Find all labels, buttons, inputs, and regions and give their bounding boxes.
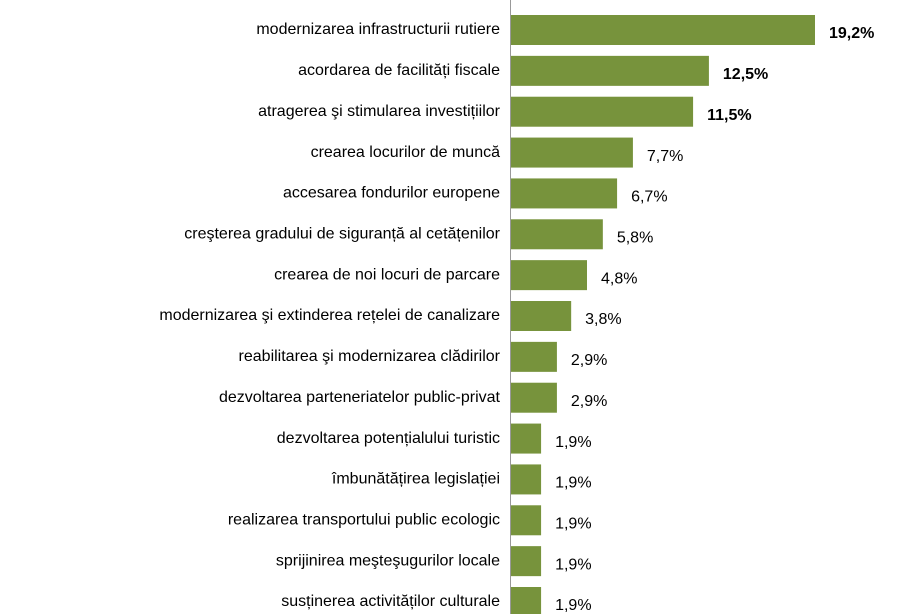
category-label: îmbunătățirea legislației <box>331 471 500 488</box>
bar <box>511 464 542 495</box>
bar <box>511 178 618 209</box>
bar <box>511 219 603 250</box>
category-label: modernizarea şi extinderea rețelei de ca… <box>159 307 500 324</box>
value-label: 2,9% <box>571 352 607 369</box>
category-label: crearea locurilor de muncă <box>311 144 501 161</box>
value-label: 1,9% <box>555 516 591 533</box>
bar <box>511 505 542 536</box>
category-label: accesarea fondurilor europene <box>283 185 500 202</box>
category-label: realizarea transportului public ecologic <box>228 512 500 529</box>
bar <box>511 301 572 331</box>
bar <box>511 341 557 372</box>
value-label: 1,9% <box>555 556 591 573</box>
bar <box>511 423 542 454</box>
bar <box>511 96 694 127</box>
value-label: 6,7% <box>631 189 667 206</box>
value-label: 2,9% <box>571 393 607 410</box>
bar <box>511 587 542 614</box>
value-label: 3,8% <box>585 311 621 328</box>
bar <box>511 260 587 291</box>
category-label: sprijinirea meşteşugurilor locale <box>276 552 500 569</box>
category-label: dezvoltarea parteneriatelor public-priva… <box>219 389 501 406</box>
category-label: atragerea şi stimularea investițiilor <box>258 103 501 120</box>
category-label: modernizarea infrastructurii rutiere <box>256 21 500 38</box>
value-label: 5,8% <box>617 230 653 247</box>
category-label: creşterea gradului de siguranță al cetăț… <box>184 226 500 243</box>
bar <box>511 15 815 45</box>
value-label: 1,9% <box>555 475 591 492</box>
value-label: 4,8% <box>601 270 637 287</box>
value-label: 19,2% <box>829 25 874 42</box>
value-label: 1,9% <box>555 597 591 614</box>
bar <box>511 137 633 168</box>
value-label: 12,5% <box>723 66 768 83</box>
bar <box>511 546 542 577</box>
category-label: crearea de noi locuri de parcare <box>274 266 500 283</box>
category-label: acordarea de facilități fiscale <box>298 62 500 79</box>
value-label: 1,9% <box>555 434 591 451</box>
bar <box>511 55 709 86</box>
value-label: 7,7% <box>647 148 683 165</box>
category-label: reabilitarea şi modernizarea clădirilor <box>239 348 501 365</box>
category-label: susținerea activităților culturale <box>281 593 500 610</box>
category-label: dezvoltarea potențialului turistic <box>277 430 500 447</box>
value-label: 11,5% <box>707 107 751 124</box>
bar <box>511 382 557 413</box>
